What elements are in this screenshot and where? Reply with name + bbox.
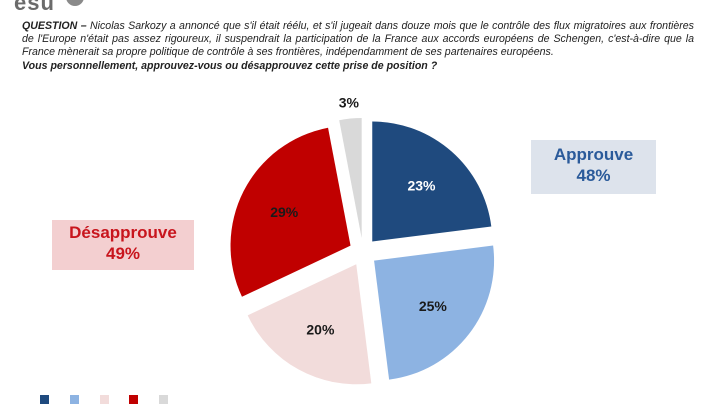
disapprove-value: 49%: [105, 244, 141, 263]
legend-item: [159, 394, 172, 405]
disapprove-summary-box: Désapprouve 49%: [52, 220, 194, 270]
pie-slice-label: 29%: [270, 204, 299, 220]
approve-summary-box: Approuve 48%: [531, 140, 656, 194]
brand-logo: esu: [14, 0, 55, 15]
question-label: QUESTION –: [22, 20, 87, 32]
pie-slice: [372, 121, 492, 242]
question-prompt: Vous personnellement, approuvez-vous ou …: [22, 60, 438, 72]
pie-slice-label: 23%: [407, 178, 436, 194]
logo-mark-icon: [66, 0, 84, 6]
approve-value: 48%: [576, 166, 611, 185]
disapprove-label: Désapprouve: [69, 223, 177, 242]
legend-item: [69, 394, 83, 405]
legend-item: [129, 394, 142, 405]
pie-slice: [230, 127, 351, 297]
legend-item: [40, 394, 53, 405]
question-body: Nicolas Sarkozy a annoncé que s'il était…: [22, 20, 694, 58]
question-text: QUESTION – Nicolas Sarkozy a annoncé que…: [22, 20, 694, 59]
pie-slice: [339, 118, 362, 239]
chart-legend: [40, 394, 700, 406]
pie-slice-label: 3%: [339, 95, 360, 111]
pie-slice: [247, 264, 372, 385]
pie-slice-label: 25%: [419, 298, 448, 314]
pie-slice: [374, 245, 495, 380]
approve-label: Approuve: [553, 145, 634, 164]
legend-item: [99, 394, 113, 405]
pie-slice-label: 20%: [306, 321, 335, 337]
